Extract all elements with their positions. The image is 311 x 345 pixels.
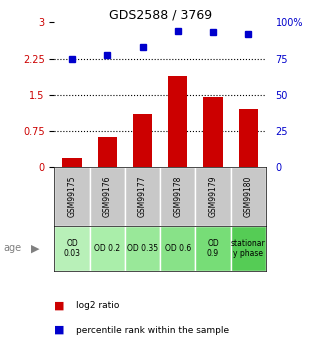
Bar [239, 109, 258, 167]
Bar [62, 158, 82, 167]
Bar [90, 167, 125, 226]
Text: percentile rank within the sample: percentile rank within the sample [76, 326, 229, 335]
Bar [54, 226, 90, 271]
Title: GDS2588 / 3769: GDS2588 / 3769 [109, 8, 212, 21]
Text: age: age [3, 244, 21, 253]
Text: GSM99180: GSM99180 [244, 176, 253, 217]
Bar [90, 226, 125, 271]
Bar [54, 167, 90, 226]
Text: GSM99175: GSM99175 [67, 176, 77, 217]
Bar [133, 114, 152, 167]
Bar [125, 226, 160, 271]
Text: GSM99179: GSM99179 [209, 176, 217, 217]
Text: OD
0.03: OD 0.03 [63, 239, 81, 258]
Bar [203, 97, 223, 167]
Text: OD
0.9: OD 0.9 [207, 239, 219, 258]
Text: ▶: ▶ [31, 244, 39, 253]
Text: OD 0.2: OD 0.2 [94, 244, 120, 253]
Bar [160, 167, 195, 226]
Bar [231, 167, 266, 226]
Text: stationar
y phase: stationar y phase [231, 239, 266, 258]
Text: OD 0.35: OD 0.35 [127, 244, 158, 253]
Bar [195, 167, 231, 226]
Bar [160, 226, 195, 271]
Bar [125, 167, 160, 226]
Text: GSM99176: GSM99176 [103, 176, 112, 217]
Bar [168, 76, 188, 167]
Text: log2 ratio: log2 ratio [76, 302, 119, 310]
Text: GSM99177: GSM99177 [138, 176, 147, 217]
Text: ■: ■ [54, 325, 65, 335]
Text: ■: ■ [54, 300, 65, 310]
Bar [195, 226, 231, 271]
Bar [231, 226, 266, 271]
Bar [98, 137, 117, 167]
Text: GSM99178: GSM99178 [173, 176, 182, 217]
Text: OD 0.6: OD 0.6 [165, 244, 191, 253]
